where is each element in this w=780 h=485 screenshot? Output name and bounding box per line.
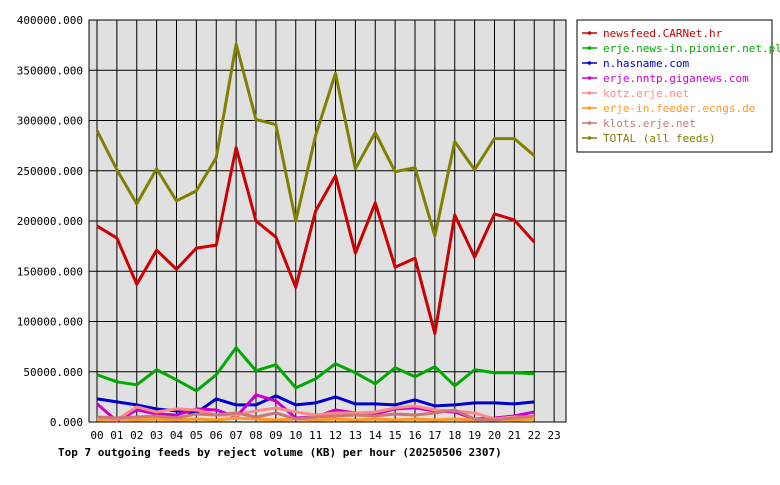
y-tick-label: 250000.000 bbox=[17, 165, 83, 178]
x-tick-label: 02 bbox=[130, 429, 143, 442]
x-tick-label: 22 bbox=[528, 429, 541, 442]
x-tick-label: 05 bbox=[190, 429, 203, 442]
legend-marker bbox=[587, 31, 592, 35]
legend-label: n.hasname.com bbox=[603, 57, 689, 70]
x-tick-label: 19 bbox=[468, 429, 481, 442]
y-tick-label: 50000.000 bbox=[23, 366, 83, 379]
x-tick-label: 10 bbox=[289, 429, 302, 442]
x-tick-label: 15 bbox=[389, 429, 402, 442]
x-tick-label: 20 bbox=[488, 429, 501, 442]
legend-marker bbox=[587, 121, 592, 125]
legend: newsfeed.CARNet.hr erje.news-in.pionier.n… bbox=[576, 19, 780, 153]
legend-label: klots.erje.net bbox=[603, 117, 696, 130]
x-tick-label: 06 bbox=[210, 429, 223, 442]
x-tick-label: 07 bbox=[230, 429, 243, 442]
legend-marker bbox=[587, 136, 592, 140]
legend-label: newsfeed.CARNet.hr bbox=[603, 27, 723, 40]
x-axis-ticks: 00 01 02 03 04 05 06 07 08 09 10 11 12 13 14 15 16 17 18 19… bbox=[90, 429, 560, 442]
x-tick-label: 00 bbox=[90, 429, 103, 442]
x-tick-label: 21 bbox=[508, 429, 521, 442]
series-line bbox=[96, 416, 535, 422]
series-line bbox=[96, 408, 535, 422]
legend-label: kotz.erje.net bbox=[603, 87, 689, 100]
y-axis-ticks: 0.000 50000.000 100000.000 150000.000 200000… bbox=[17, 14, 83, 429]
legend-label: erje.nntp.giganews.com bbox=[603, 72, 749, 85]
x-tick-label: 18 bbox=[448, 429, 461, 442]
x-tick-label: 01 bbox=[110, 429, 123, 442]
x-tick-label: 04 bbox=[170, 429, 184, 442]
legend-box bbox=[576, 19, 773, 153]
x-tick-label: 12 bbox=[329, 429, 342, 442]
x-tick-label: 11 bbox=[309, 429, 322, 442]
series-line bbox=[96, 346, 535, 393]
series-line bbox=[95, 42, 536, 238]
x-tick-label: 03 bbox=[150, 429, 163, 442]
legend-marker bbox=[587, 61, 592, 65]
x-tick-label: 14 bbox=[369, 429, 383, 442]
legend-label: erje-in.feeder.ecngs.de bbox=[603, 102, 755, 115]
y-tick-label: 350000.000 bbox=[17, 64, 83, 77]
y-tick-label: 150000.000 bbox=[17, 265, 83, 278]
series-line bbox=[96, 146, 536, 336]
x-tick-label: 17 bbox=[428, 429, 441, 442]
y-tick-label: 0.000 bbox=[50, 416, 83, 429]
y-tick-label: 400000.000 bbox=[17, 14, 83, 27]
y-tick-label: 300000.000 bbox=[17, 115, 83, 128]
legend-marker bbox=[587, 91, 592, 95]
x-tick-label: 09 bbox=[269, 429, 282, 442]
legend-label: TOTAL (all feeds) bbox=[603, 132, 716, 145]
grid-lines bbox=[89, 19, 566, 423]
y-tick-label: 100000.000 bbox=[17, 316, 83, 329]
legend-marker bbox=[587, 76, 592, 80]
legend-marker bbox=[587, 106, 592, 110]
legend-marker bbox=[587, 46, 592, 50]
x-tick-label: 08 bbox=[249, 429, 262, 442]
legend-label: erje.news-in.pionier.net.pl bbox=[603, 42, 780, 55]
chart-title: Top 7 outgoing feeds by reject volume (K… bbox=[58, 446, 502, 459]
x-tick-label: 23 bbox=[548, 429, 561, 442]
y-tick-label: 200000.000 bbox=[17, 215, 83, 228]
x-tick-label: 16 bbox=[408, 429, 421, 442]
x-tick-label: 13 bbox=[349, 429, 362, 442]
series-lines bbox=[95, 42, 536, 423]
